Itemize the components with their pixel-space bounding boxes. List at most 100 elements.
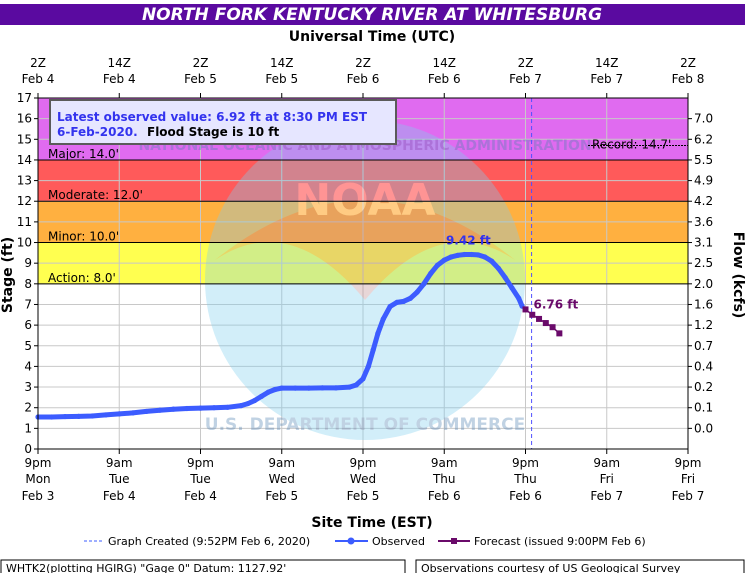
- observed-point: [252, 397, 258, 404]
- axes-layer: 012345678910111213141516170.00.10.20.40.…: [17, 56, 713, 503]
- footer-right-box: [415, 559, 745, 573]
- observed-point: [448, 254, 454, 260]
- flow-tick-label: 0.2: [694, 380, 713, 394]
- series-layer: 9.42 ft 6.76 ft: [35, 98, 579, 449]
- y-tick-label: 9: [24, 256, 32, 270]
- y-tick-label: 14: [17, 153, 32, 167]
- x-tick-time: 9am: [593, 456, 620, 470]
- observed-point: [509, 285, 515, 291]
- observed-point: [258, 393, 265, 399]
- threshold-label-minor: Minor: 10.0': [48, 230, 119, 244]
- x-tick-date: Feb 5: [265, 489, 298, 503]
- utc-tick-time: 2Z: [680, 56, 696, 70]
- observed-point: [89, 413, 95, 419]
- observed-point: [461, 251, 468, 258]
- observed-point: [245, 400, 251, 407]
- x-tick-date: Feb 6: [428, 489, 461, 503]
- threshold-lines: Action: 8.0' Minor: 10.0' Moderate: 12.0' M…: [38, 137, 688, 285]
- flow-tick-label: 7.0: [694, 112, 713, 126]
- legend-created-label: Graph Created (9:52PM Feb 6, 2020): [108, 535, 310, 548]
- threshold-label-moderate: Moderate: 12.0': [48, 188, 143, 202]
- observed-point: [428, 270, 434, 277]
- forecast-point: [549, 324, 556, 331]
- y-tick-label: 13: [17, 174, 32, 188]
- observed-point: [224, 404, 231, 410]
- title-bar: [0, 4, 745, 25]
- observed-point: [434, 262, 441, 268]
- flow-tick-label: 1.2: [694, 318, 713, 332]
- observed-point: [184, 405, 190, 412]
- utc-tick-time: 14Z: [270, 56, 294, 70]
- x-tick-time: 9pm: [187, 456, 214, 470]
- forecast-point: [556, 330, 563, 337]
- observed-point: [489, 258, 495, 264]
- observed-point: [197, 405, 204, 411]
- observed-point: [365, 363, 372, 370]
- observed-point: [421, 281, 427, 287]
- x-tick-day: Tue: [108, 472, 130, 486]
- observed-point: [272, 386, 278, 393]
- observed-point: [319, 385, 325, 391]
- threshold-label-major: Major: 14.0': [48, 147, 119, 161]
- legend-observed-marker: [347, 537, 355, 545]
- observed-point: [353, 382, 359, 388]
- observed-point: [103, 412, 109, 418]
- y-tick-label: 10: [17, 236, 32, 250]
- y-tick-label: 15: [17, 132, 32, 146]
- observed-point: [441, 257, 447, 263]
- legend-observed-label: Observed: [372, 535, 425, 548]
- x-tick-date: Feb 3: [22, 489, 55, 503]
- latest-observation-box: Latest observed value: 6.92 ft at 8:30 P…: [49, 99, 397, 145]
- observed-point: [48, 414, 55, 420]
- y-tick-label: 7: [24, 297, 32, 311]
- utc-tick-date: Feb 4: [22, 72, 55, 86]
- forecast-point: [529, 311, 536, 318]
- flow-tick-label: 1.6: [694, 297, 713, 311]
- bottom-axis-title: Site Time (EST): [311, 515, 432, 531]
- y-tick-label: 11: [17, 215, 32, 229]
- observed-point: [455, 252, 461, 258]
- flow-tick-label: 5.5: [694, 153, 713, 167]
- x-tick-day: Fri: [681, 472, 695, 486]
- peak-label: 9.42 ft: [446, 234, 491, 248]
- footer-left-box: [0, 559, 406, 573]
- utc-tick-time: 2Z: [518, 56, 534, 70]
- y-tick-label: 4: [24, 359, 32, 373]
- forecast-start-label: 6.76 ft: [534, 297, 579, 311]
- observed-point: [346, 384, 353, 390]
- utc-tick-date: Feb 6: [428, 72, 461, 86]
- observed-point: [265, 389, 271, 395]
- footer-courtesy-text: Observations courtesy of US Geological S…: [421, 562, 681, 573]
- utc-tick-date: Feb 6: [347, 72, 380, 86]
- observed-point: [279, 385, 285, 391]
- x-tick-day: Thu: [432, 472, 456, 486]
- utc-tick-date: Feb 7: [509, 72, 542, 86]
- y-tick-label: 3: [24, 380, 32, 394]
- observed-point: [370, 347, 376, 353]
- observed-point: [238, 403, 244, 409]
- flow-tick-label: 0.7: [694, 339, 713, 353]
- noaa-logo-text: NOAA: [294, 175, 435, 226]
- observed-point: [333, 385, 339, 391]
- flow-tick-label: 0.0: [694, 421, 713, 435]
- flow-tick-label: 0.1: [694, 401, 713, 415]
- x-tick-time: 9am: [106, 456, 133, 470]
- observed-point: [116, 411, 122, 417]
- y-tick-label: 5: [24, 339, 32, 353]
- x-tick-time: 9pm: [675, 456, 702, 470]
- x-tick-date: Feb 6: [509, 489, 542, 503]
- x-tick-day: Fri: [600, 472, 614, 486]
- y-tick-label: 8: [24, 277, 32, 291]
- y-tick-label: 12: [17, 194, 32, 208]
- noaa-ring-text-bottom: U.S. DEPARTMENT OF COMMERCE: [205, 415, 525, 435]
- left-axis-title: Stage (ft): [0, 237, 16, 313]
- legend-forecast-label: Forecast (issued 9:00PM Feb 6): [474, 535, 646, 548]
- observed-point: [306, 385, 312, 391]
- observed-point: [482, 254, 488, 260]
- utc-tick-time: 2Z: [30, 56, 46, 70]
- observed-point: [157, 407, 163, 413]
- legend-forecast-marker: [451, 538, 457, 544]
- info-flood-stage: Flood Stage is 10 ft: [147, 125, 279, 139]
- utc-tick-time: 2Z: [193, 56, 209, 70]
- utc-tick-date: Feb 7: [590, 72, 623, 86]
